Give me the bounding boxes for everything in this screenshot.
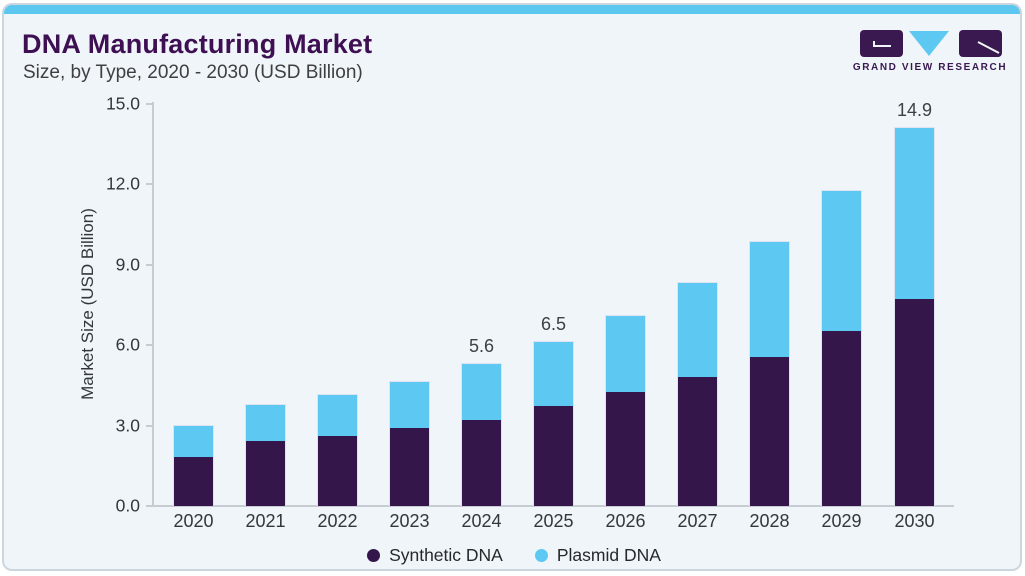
y-tick-label: 9.0 — [115, 254, 140, 275]
y-tick-label: 15.0 — [105, 93, 140, 114]
bar-segment-plasmid-dna — [318, 395, 357, 436]
report-card: DNA Manufacturing Market Size, by Type, … — [2, 3, 1022, 571]
bar-value-label-2024: 5.6 — [468, 336, 495, 356]
x-axis-label-2020: 2020 — [173, 511, 214, 531]
x-axis-label-2021: 2021 — [245, 511, 286, 531]
bar-segment-synthetic-dna — [390, 428, 429, 506]
y-tick — [146, 344, 153, 347]
bar-2020 — [173, 425, 214, 506]
bar-2026 — [605, 315, 646, 506]
legend-label: Plasmid DNA — [556, 544, 661, 565]
bar-2024 — [461, 363, 502, 506]
x-axis-label-2030: 2030 — [894, 511, 935, 531]
bar-2022 — [317, 394, 358, 506]
bar-segment-plasmid-dna — [174, 426, 213, 457]
bar-segment-synthetic-dna — [606, 392, 645, 506]
bar-segment-synthetic-dna — [678, 377, 717, 506]
bar-segment-plasmid-dna — [822, 191, 861, 331]
legend-dot-icon — [367, 548, 381, 562]
bar-segment-plasmid-dna — [750, 242, 789, 357]
legend-item-plasmid-dna: Plasmid DNA — [534, 544, 661, 566]
x-axis-label-2027: 2027 — [677, 511, 718, 531]
bar-2028 — [749, 241, 790, 506]
legend-label: Synthetic DNA — [389, 544, 503, 565]
top-accent-bar — [4, 5, 1020, 14]
x-axis-label-2025: 2025 — [533, 511, 574, 531]
x-axis-label-2028: 2028 — [749, 511, 790, 531]
bar-segment-synthetic-dna — [174, 457, 213, 506]
bar-segment-synthetic-dna — [246, 441, 285, 506]
bar-2021 — [245, 404, 286, 506]
y-tick — [146, 103, 153, 105]
x-axis-label-2023: 2023 — [389, 511, 430, 531]
bar-segment-plasmid-dna — [606, 316, 645, 392]
bar-2029 — [821, 190, 862, 506]
bar-2025 — [533, 341, 574, 506]
page-subtitle: Size, by Type, 2020 - 2030 (USD Billion) — [23, 62, 363, 83]
bar-segment-synthetic-dna — [822, 331, 861, 506]
y-tick — [146, 424, 153, 427]
bar-segment-plasmid-dna — [390, 382, 429, 428]
bar-segment-plasmid-dna — [678, 283, 717, 377]
x-axis-label-2024: 2024 — [461, 511, 502, 531]
chart-legend: Synthetic DNA Plasmid DNA — [4, 542, 1020, 568]
bar-segment-plasmid-dna — [895, 128, 934, 299]
y-tick — [146, 505, 153, 507]
x-axis-line — [152, 505, 954, 507]
y-tick — [146, 263, 153, 266]
gvr-logo-text: GRAND VIEW RESEARCH — [852, 62, 1008, 73]
x-axis-label-2022: 2022 — [317, 511, 358, 531]
gvr-logo-icon — [860, 30, 1002, 57]
bar-segment-synthetic-dna — [534, 406, 573, 506]
bar-segment-plasmid-dna — [462, 364, 501, 420]
bar-segment-plasmid-dna — [246, 405, 285, 441]
bar-2023 — [389, 381, 430, 506]
page-title: DNA Manufacturing Market — [22, 29, 373, 59]
bar-2030 — [894, 127, 935, 506]
y-tick-label: 0.0 — [115, 495, 140, 516]
x-axis-label-2026: 2026 — [605, 511, 646, 531]
bar-segment-synthetic-dna — [750, 357, 789, 506]
bar-segment-synthetic-dna — [462, 420, 501, 506]
bar-segment-synthetic-dna — [318, 436, 357, 506]
y-tick-label: 12.0 — [105, 173, 140, 194]
y-axis-line — [152, 102, 154, 507]
bar-segment-plasmid-dna — [534, 342, 573, 406]
bar-2027 — [677, 282, 718, 506]
y-tick-label: 3.0 — [115, 415, 140, 436]
y-tick — [146, 183, 153, 186]
y-axis-title: Market Size (USD Billion) — [78, 208, 97, 400]
legend-item-synthetic-dna: Synthetic DNA — [367, 545, 503, 566]
bar-value-label-2030: 14.9 — [896, 100, 933, 120]
bar-value-label-2025: 6.5 — [540, 314, 567, 334]
gvr-logo: GRAND VIEW RESEARCH — [850, 30, 1010, 76]
legend-dot-icon — [534, 548, 548, 562]
bar-segment-synthetic-dna — [895, 299, 934, 506]
x-axis-label-2029: 2029 — [821, 511, 862, 531]
y-tick-label: 6.0 — [115, 334, 140, 355]
